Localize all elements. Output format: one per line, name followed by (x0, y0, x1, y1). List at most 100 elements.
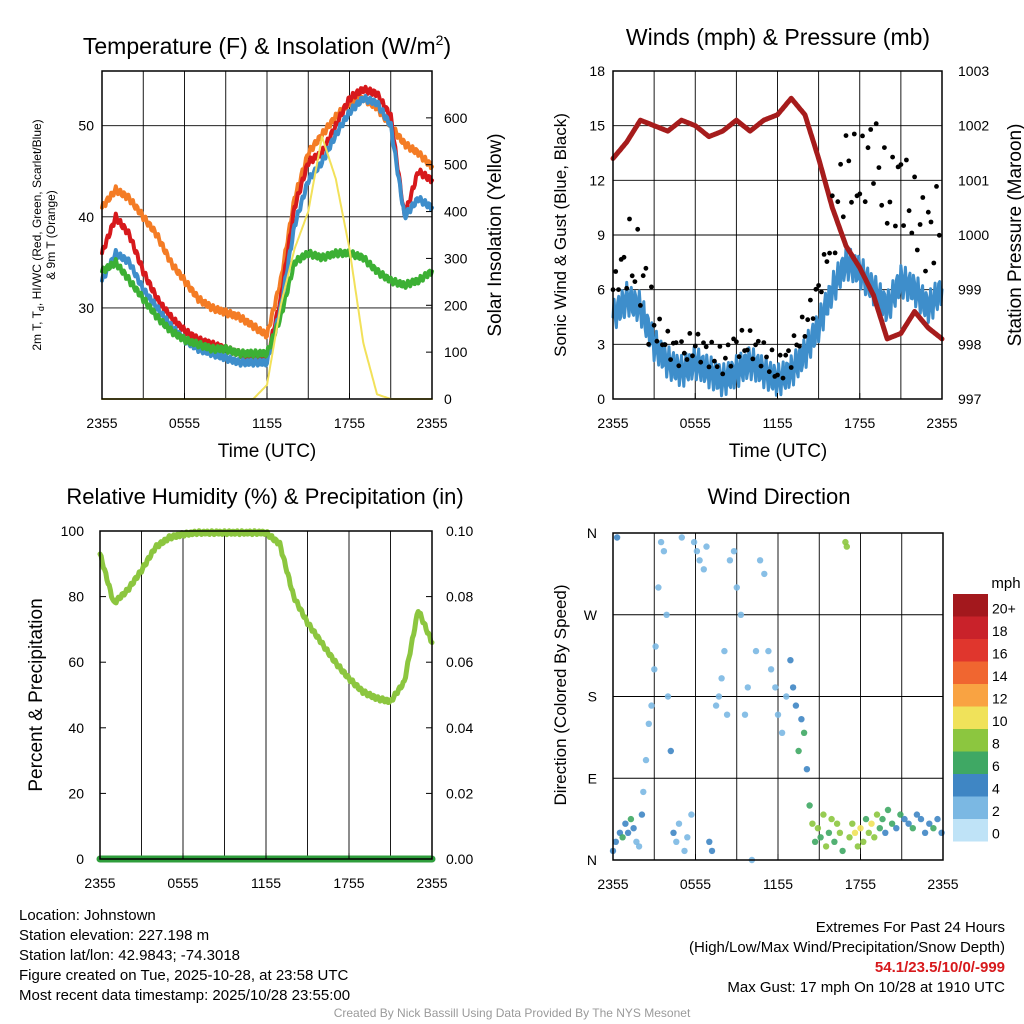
extremes-info: Extremes For Past 24 Hours (High/Low/Max… (689, 918, 1005, 998)
legend-swatch (953, 639, 988, 662)
temp-xtick-label: 0555 (169, 415, 200, 431)
direction-point (811, 838, 819, 845)
wdir-ytick-label: E (588, 770, 597, 786)
gust-point (879, 202, 885, 208)
direction-point (619, 834, 626, 841)
direction-point (688, 811, 695, 818)
direction-point (783, 693, 790, 700)
direction-point (693, 548, 701, 555)
direction-point (765, 647, 772, 655)
rh-y2tick-label: 0.10 (446, 523, 473, 539)
direction-point (882, 829, 889, 836)
direction-point (706, 838, 713, 845)
temp-y2tick-label: 0 (444, 391, 452, 407)
direction-point (712, 702, 720, 709)
rh-ytick-label: 100 (61, 523, 85, 539)
temp-ytick-label: 40 (78, 209, 94, 225)
gust-point (797, 343, 802, 349)
direction-point (817, 834, 824, 841)
gust-point (862, 199, 868, 205)
wind-ytick-label: 18 (589, 63, 605, 79)
gust-point (775, 372, 780, 378)
gust-point (698, 359, 704, 365)
direction-point (893, 825, 900, 832)
direction-point (926, 820, 933, 827)
wind-xlabel: Time (UTC) (729, 441, 828, 462)
extremes-subheading: (High/Low/Max Wind/Precipitation/Snow De… (689, 939, 1005, 956)
direction-point (678, 534, 685, 541)
direction-point (681, 847, 688, 855)
wind-ytick-label: 12 (589, 172, 605, 188)
gust-point (717, 344, 723, 349)
legend-swatch (953, 594, 988, 617)
gust-point (838, 161, 843, 167)
direction-point (879, 815, 886, 823)
wind-y2tick-label: 999 (958, 282, 982, 298)
wind-xtick-label: 1755 (844, 415, 875, 431)
gust-point (728, 363, 734, 369)
rh-xtick-label: 2355 (416, 875, 447, 891)
gust-point (629, 273, 635, 279)
gust-point (887, 199, 893, 205)
rh-grid (141, 531, 391, 859)
gust-point (780, 375, 786, 381)
temp-9m-line (100, 94, 434, 340)
speed-legend: mph 20+ 18 16 14 12 10 8 6 4 2 0 (953, 575, 1021, 842)
wdir-ytick-label: W (584, 607, 598, 623)
temperature-panel: Temperature (F) & Insolation (W/m2) 30 40… (30, 32, 506, 462)
rh-ytick-label: 20 (68, 785, 84, 801)
temp-y2tick-label: 600 (444, 110, 468, 126)
gust-point (624, 285, 630, 291)
gust-point (827, 250, 832, 256)
direction-point (884, 806, 892, 814)
gust-point (676, 363, 682, 369)
direction-point (624, 829, 632, 836)
gust-point (665, 328, 671, 334)
legend-swatch (953, 661, 988, 684)
gust-point (840, 214, 846, 220)
direction-point (833, 820, 841, 827)
gust-point (786, 348, 791, 354)
gust-point (750, 356, 756, 362)
legend-swatch (953, 819, 988, 842)
gust-point (876, 165, 882, 171)
gust-point (725, 342, 731, 348)
direction-point (612, 838, 619, 845)
direction-point (715, 693, 723, 700)
direction-point (930, 825, 937, 832)
direction-point (860, 838, 867, 845)
gust-point (632, 279, 638, 284)
gust-point (640, 273, 646, 279)
gust-point (821, 252, 827, 257)
direction-point (787, 657, 794, 664)
legend-swatch (953, 796, 988, 819)
gust-point (769, 347, 775, 353)
max-gust: Max Gust: 17 mph On 10/28 at 1910 UTC (727, 979, 1005, 996)
direction-point (651, 666, 658, 673)
direction-point (921, 829, 929, 836)
direction-point (854, 843, 861, 850)
gust-point (843, 133, 849, 139)
gust-point (904, 157, 909, 163)
wdir-xtick-label: 2355 (597, 876, 628, 892)
gust-point (755, 338, 761, 344)
direction-point (700, 566, 707, 573)
wind-ytick-label: 15 (589, 118, 605, 134)
gust-point (651, 322, 657, 328)
direction-point (831, 838, 838, 845)
gust-point (712, 358, 717, 364)
direction-point (846, 834, 853, 841)
temp-ytick-label: 50 (78, 118, 94, 134)
wind-xtick-label: 1155 (762, 415, 792, 431)
direction-point (839, 847, 846, 855)
direction-point (798, 716, 805, 723)
rh-ytick-label: 0 (76, 851, 84, 867)
gust-point (681, 350, 687, 356)
wind-y2tick-label: 1001 (958, 172, 989, 188)
gust-point (690, 353, 695, 359)
rh-y2tick-label: 0.04 (446, 720, 473, 736)
legend-swatch (953, 706, 988, 729)
wdir-grid (613, 532, 943, 861)
